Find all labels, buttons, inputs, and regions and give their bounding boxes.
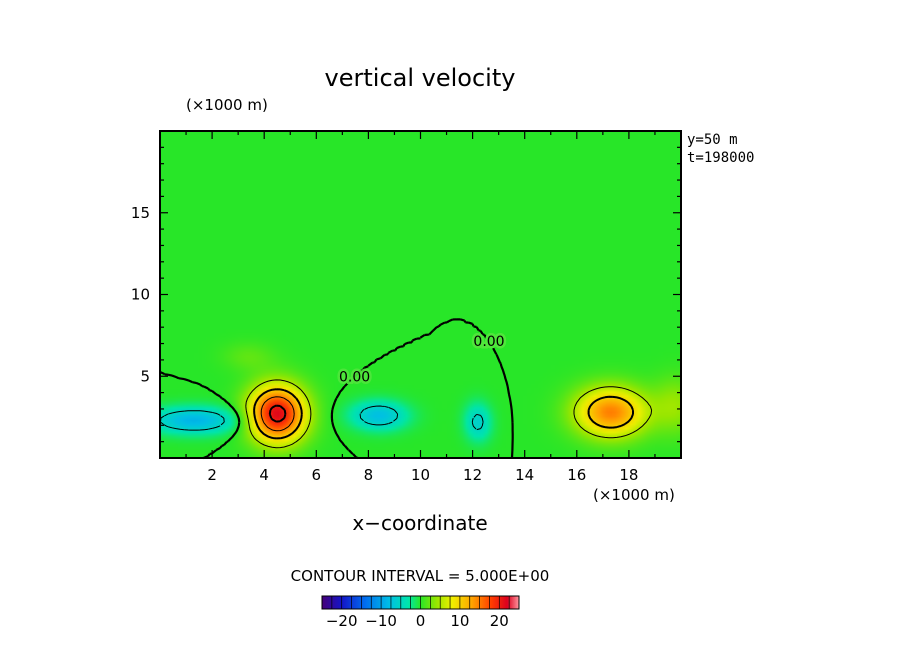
contour-lines: 0.000.000.00 (159, 318, 653, 460)
x-tick-label: 6 (312, 466, 322, 484)
positive-contour (253, 388, 634, 440)
x-tick-label: 14 (515, 466, 534, 484)
colorbar-ticks: −20 −10 0 10 20 (326, 612, 509, 630)
contour-interval-label: CONTOUR INTERVAL = 5.000E+00 (291, 567, 550, 585)
colorbar: −20 −10 0 10 20 (321, 595, 520, 630)
chart-title: vertical velocity (325, 64, 516, 92)
colorbar-tick-label: 10 (450, 612, 469, 630)
x-tick-label: 18 (619, 466, 638, 484)
x-tick-label: 2 (207, 466, 217, 484)
y-axis-unit: (×1000 m) (186, 96, 268, 114)
x-tick-label: 8 (364, 466, 374, 484)
info-time: t=198000 (687, 150, 754, 166)
x-axis-label: x−coordinate (352, 511, 487, 535)
negative-contour (160, 405, 484, 431)
colorbar-tick-label: −20 (326, 612, 358, 630)
colorbar-tick-label: 20 (490, 612, 509, 630)
contour-label: 0.00 (473, 334, 504, 350)
velocity-heatmap (160, 131, 681, 458)
y-tick-label: 5 (140, 367, 150, 385)
x-tick-label: 12 (463, 466, 482, 484)
y-tick-label: 10 (131, 286, 150, 304)
zero-contour (159, 318, 514, 460)
positive-contour (268, 404, 287, 423)
colorbar-divisions (331, 596, 510, 609)
info-y: y=50 m (687, 132, 738, 148)
positive-contour (260, 396, 295, 432)
x-axis-unit: (×1000 m) (593, 486, 675, 504)
x-tick-label: 16 (567, 466, 586, 484)
colorbar-tick-label: −10 (365, 612, 397, 630)
colorbar-tick-label: 0 (416, 612, 426, 630)
contour-label: 0.00 (473, 334, 504, 350)
y-tick-label: 15 (131, 204, 150, 222)
x-axis-ticks: 2 4 6 8 10 12 14 16 18 (185, 131, 656, 484)
y-axis-ticks: 5 10 15 (131, 146, 681, 443)
contour-label: 0.00 (339, 369, 370, 385)
x-tick-label: 10 (411, 466, 430, 484)
positive-contour (245, 379, 653, 449)
x-tick-label: 4 (259, 466, 269, 484)
